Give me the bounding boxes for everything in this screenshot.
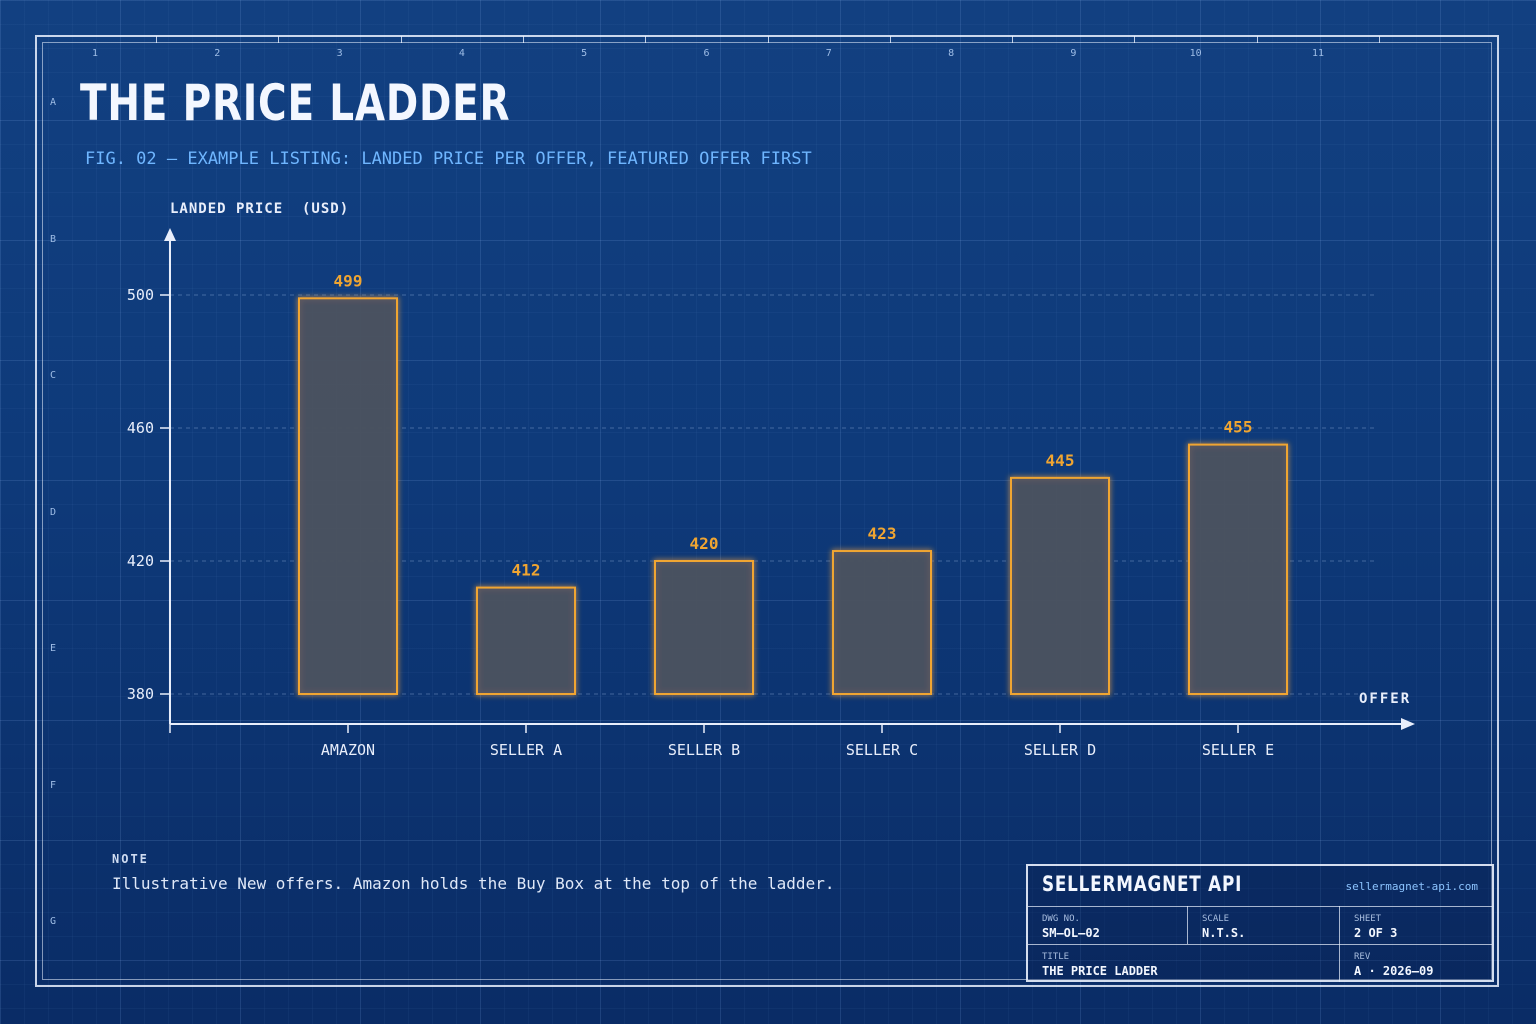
bar bbox=[832, 550, 932, 696]
bar bbox=[476, 586, 576, 695]
note-label: NOTE bbox=[112, 852, 149, 866]
frame-column-marker: 1 bbox=[91, 48, 99, 59]
x-tick-label: SELLER A bbox=[490, 741, 562, 759]
frame-row-marker: G bbox=[50, 916, 57, 927]
title-value: THE PRICE LADDER bbox=[1042, 964, 1158, 978]
drawing-frame-outer bbox=[35, 35, 1499, 987]
y-axis-arrow bbox=[164, 228, 176, 241]
frame-column-tick bbox=[522, 36, 524, 43]
frame-column-tick bbox=[1379, 36, 1380, 43]
x-tick-label: SELLER C bbox=[846, 741, 918, 759]
title-caption: TITLE bbox=[1042, 952, 1070, 962]
frame-row-marker: C bbox=[50, 370, 57, 381]
frame-column-tick bbox=[1134, 36, 1136, 43]
x-tick-label: SELLER B bbox=[668, 741, 740, 759]
frame-column-marker: 6 bbox=[703, 48, 710, 59]
figure-subtitle: FIG. 02 — EXAMPLE LISTING: LANDED PRICE … bbox=[85, 149, 812, 169]
title-block-divider bbox=[1339, 906, 1340, 982]
frame-column-marker: 9 bbox=[1070, 48, 1077, 59]
rev-value: A · 2026—09 bbox=[1354, 964, 1434, 978]
bar bbox=[654, 560, 754, 695]
frame-column-tick bbox=[645, 36, 647, 43]
frame-column-tick bbox=[1256, 36, 1258, 43]
bar bbox=[1188, 443, 1288, 695]
y-axis-label: LANDED PRICE (USD) bbox=[170, 201, 350, 217]
title-block: SELLERMAGNET API sellermagnet-api.com DW… bbox=[1026, 864, 1494, 982]
brand-url: sellermagnet-api.com bbox=[1345, 880, 1478, 893]
frame-column-marker: 7 bbox=[825, 48, 832, 59]
frame-column-tick bbox=[1012, 36, 1014, 43]
rev-caption: REV bbox=[1354, 952, 1371, 962]
bar bbox=[1010, 476, 1110, 695]
bar-value-label: 455 bbox=[1224, 418, 1253, 437]
bar-value-label: 412 bbox=[512, 561, 541, 580]
note-text: Illustrative New offers. Amazon holds th… bbox=[112, 874, 835, 893]
frame-column-marker: 2 bbox=[214, 48, 221, 59]
frame-row-marker: D bbox=[50, 506, 57, 518]
y-tick-label: 500 bbox=[127, 286, 154, 304]
frame-column-marker: 4 bbox=[458, 48, 465, 59]
x-axis-label: OFFER bbox=[1359, 691, 1412, 707]
dwg-value: SM—OL—02 bbox=[1042, 926, 1100, 940]
title-block-divider bbox=[1187, 906, 1188, 944]
y-tick-label: 420 bbox=[127, 552, 154, 570]
y-tick-label: 380 bbox=[127, 685, 154, 703]
bar-value-label: 445 bbox=[1046, 451, 1075, 470]
scale-caption: SCALE bbox=[1202, 914, 1230, 924]
frame-row-marker: A bbox=[50, 97, 57, 108]
title-block-divider bbox=[1028, 944, 1492, 945]
frame-column-tick bbox=[278, 36, 280, 43]
title-block-divider bbox=[1028, 906, 1492, 907]
scale-value: N.T.S. bbox=[1202, 926, 1246, 940]
x-tick-label: SELLER E bbox=[1202, 741, 1274, 759]
brand-name: SELLERMAGNET API bbox=[1042, 872, 1243, 896]
frame-column-marker: 5 bbox=[581, 48, 588, 59]
bar-value-label: 420 bbox=[690, 534, 719, 553]
frame-column-tick bbox=[889, 36, 891, 43]
sheet-caption: SHEET bbox=[1354, 914, 1382, 924]
x-tick-label: AMAZON bbox=[321, 741, 375, 759]
bar bbox=[298, 297, 398, 695]
frame-column-marker: 3 bbox=[336, 48, 343, 59]
frame-column-marker: 8 bbox=[948, 48, 955, 59]
frame-column-marker: 10 bbox=[1189, 48, 1202, 59]
frame-column-tick bbox=[156, 36, 157, 43]
x-axis-arrow bbox=[1401, 718, 1415, 730]
sheet-value: 2 OF 3 bbox=[1354, 926, 1398, 940]
bar-value-label: 499 bbox=[334, 271, 363, 290]
frame-column-marker: 11 bbox=[1311, 48, 1325, 59]
frame-row-marker: F bbox=[50, 779, 57, 791]
bar-value-label: 423 bbox=[868, 524, 897, 543]
frame-row-marker: E bbox=[50, 643, 57, 654]
page-title: THE PRICE LADDER bbox=[80, 74, 511, 132]
y-tick-label: 460 bbox=[127, 419, 154, 437]
drawing-frame-inner bbox=[42, 42, 1492, 980]
dwg-caption: DWG NO. bbox=[1042, 914, 1080, 924]
frame-row-marker: B bbox=[50, 233, 57, 245]
frame-column-tick bbox=[400, 36, 402, 43]
x-tick-label: SELLER D bbox=[1024, 741, 1096, 759]
frame-column-tick bbox=[767, 36, 769, 43]
